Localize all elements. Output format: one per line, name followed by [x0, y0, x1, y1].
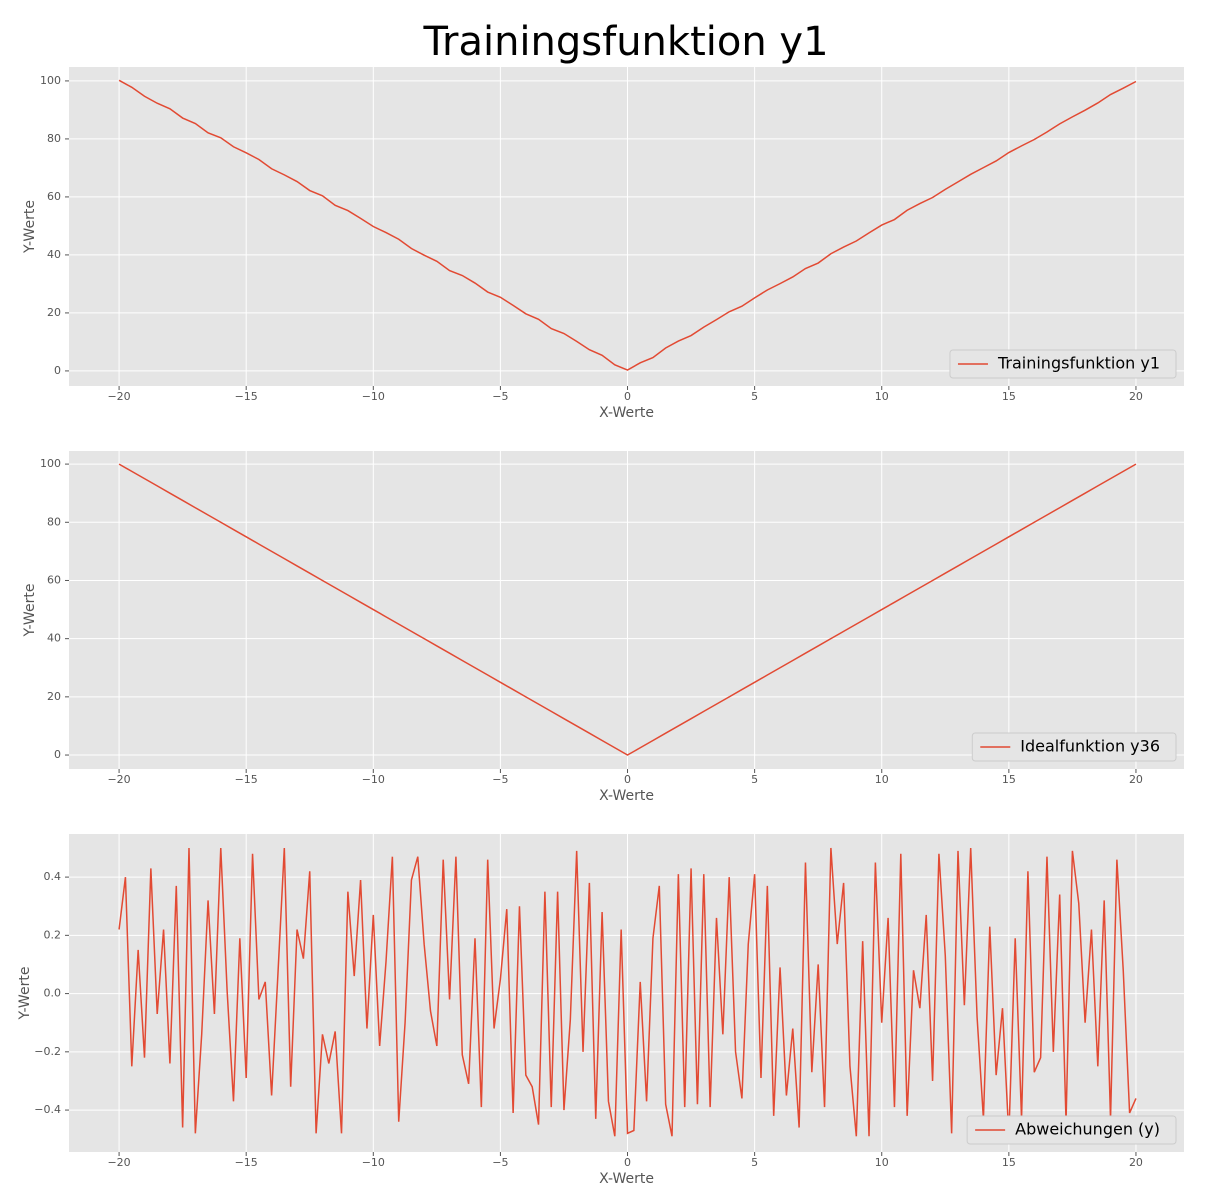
legend-box — [949, 349, 1177, 379]
y-tick-label: 60 — [47, 190, 61, 203]
x-tick-label: 10 — [875, 1156, 889, 1169]
chart-title: Trainingsfunktion y1 — [422, 19, 828, 65]
y-tick-label: 0.4 — [44, 870, 62, 883]
y-tick-label: 60 — [47, 573, 61, 586]
x-tick-label: −10 — [362, 1156, 385, 1169]
plot-area — [69, 451, 1184, 769]
y-tick-label: 80 — [47, 132, 61, 145]
legend-box — [966, 1115, 1177, 1145]
y-tick-label: 40 — [47, 632, 61, 645]
x-tick-label: 0 — [624, 1156, 631, 1169]
x-tick-label: 0 — [624, 773, 631, 786]
x-tick-label: 5 — [751, 1156, 758, 1169]
x-tick-label: −5 — [492, 773, 508, 786]
y-axis-label: Y-Werte — [22, 200, 38, 254]
x-tick-label: 15 — [1002, 390, 1016, 403]
y-axis-label: Y-Werte — [22, 584, 38, 638]
x-tick-label: −15 — [235, 1156, 258, 1169]
x-tick-label: −15 — [235, 773, 258, 786]
legend-label: Abweichungen (y) — [1015, 1120, 1160, 1139]
x-tick-label: 5 — [751, 773, 758, 786]
y-tick-label: 100 — [40, 74, 61, 87]
y-tick-label: 0.0 — [44, 987, 62, 1000]
y-tick-label: −0.2 — [34, 1045, 61, 1058]
y-tick-label: 100 — [40, 457, 61, 470]
legend-label: Idealfunktion y36 — [1020, 737, 1160, 756]
x-tick-label: 10 — [875, 773, 889, 786]
y-tick-label: 20 — [47, 690, 61, 703]
y-tick-label: 0 — [54, 364, 61, 377]
x-tick-label: 10 — [875, 390, 889, 403]
x-tick-label: −10 — [362, 390, 385, 403]
x-tick-label: −5 — [492, 390, 508, 403]
series-line — [118, 79, 1137, 371]
y-tick-label: −0.4 — [34, 1103, 61, 1116]
x-tick-label: −20 — [107, 1156, 130, 1169]
legend-box — [971, 732, 1177, 762]
series-line — [118, 847, 1137, 1137]
x-tick-label: −10 — [362, 773, 385, 786]
x-tick-label: 15 — [1002, 1156, 1016, 1169]
y-axis-label: Y-Werte — [17, 967, 33, 1021]
x-axis-label: X-Werte — [599, 1171, 654, 1187]
x-tick-label: 15 — [1002, 773, 1016, 786]
x-tick-label: −20 — [107, 390, 130, 403]
legend: Abweichungen (y) — [966, 1115, 1177, 1145]
x-tick-label: 20 — [1129, 1156, 1143, 1169]
y-tick-label: 40 — [47, 248, 61, 261]
legend: Trainingsfunktion y1 — [949, 349, 1177, 379]
y-tick-label: 0 — [54, 748, 61, 761]
legend-label: Trainingsfunktion y1 — [997, 354, 1160, 373]
y-tick-label: 0.2 — [44, 928, 62, 941]
y-tick-label: 80 — [47, 515, 61, 528]
x-tick-label: 20 — [1129, 773, 1143, 786]
x-tick-label: 0 — [624, 390, 631, 403]
x-tick-label: −15 — [235, 390, 258, 403]
x-axis-label: X-Werte — [599, 405, 654, 421]
x-tick-label: −5 — [492, 1156, 508, 1169]
x-axis-label: X-Werte — [599, 788, 654, 804]
x-tick-label: 5 — [751, 390, 758, 403]
y-tick-label: 20 — [47, 306, 61, 319]
plot-area — [69, 67, 1184, 386]
series-line — [118, 463, 1137, 756]
x-tick-label: 20 — [1129, 390, 1143, 403]
x-tick-label: −20 — [107, 773, 130, 786]
legend: Idealfunktion y36 — [971, 732, 1177, 762]
